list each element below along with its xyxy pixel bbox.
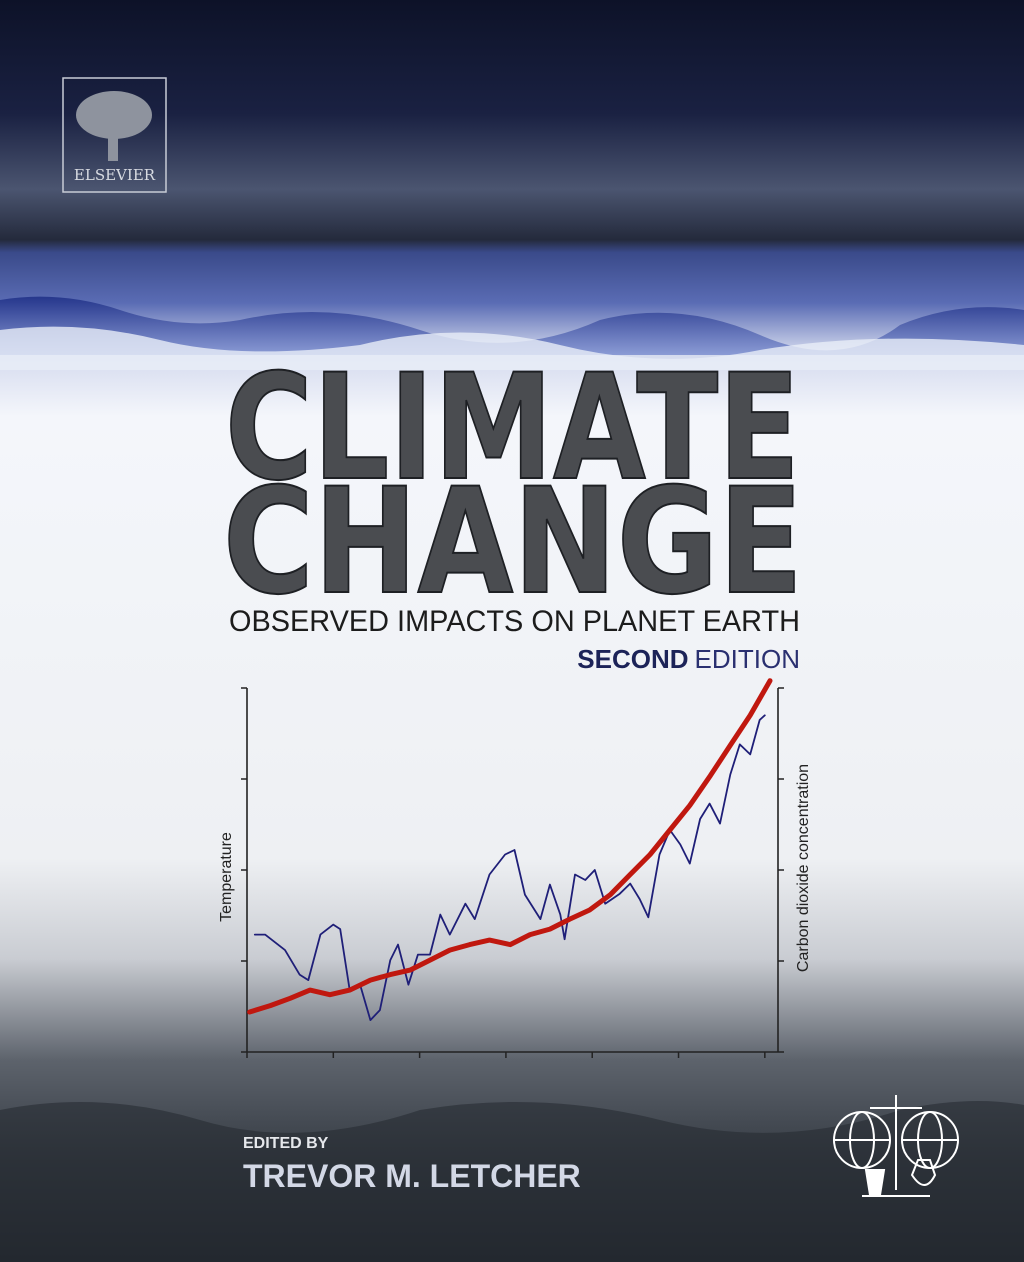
wave (0, 296, 1024, 355)
chart: Temperature Carbon dioxide concentration (218, 678, 812, 1058)
editor-label: EDITED BY (243, 1135, 329, 1152)
logo-frame (62, 77, 167, 193)
foam (0, 326, 1024, 370)
logo-tree (76, 91, 152, 139)
publisher: ELSEVIER (74, 166, 156, 184)
edition: SECOND EDITION (577, 644, 800, 674)
title-line: CHANGE (223, 457, 803, 627)
logo-trunk (108, 125, 118, 161)
y2-axis-label: Carbon dioxide concentration (795, 764, 812, 972)
edition-bold: SECOND (577, 644, 688, 674)
emblem (833, 1095, 959, 1197)
series-line (247, 678, 773, 1015)
editor: TREVOR M. LETCHER (243, 1158, 581, 1194)
subtitle: OBSERVED IMPACTS ON PLANET EARTH (229, 605, 800, 638)
edition-rest: EDITION (695, 644, 800, 674)
dark-sea (0, 1101, 1024, 1262)
title-line: CLIMATE (225, 343, 800, 513)
y-axis-label: Temperature (218, 832, 235, 922)
